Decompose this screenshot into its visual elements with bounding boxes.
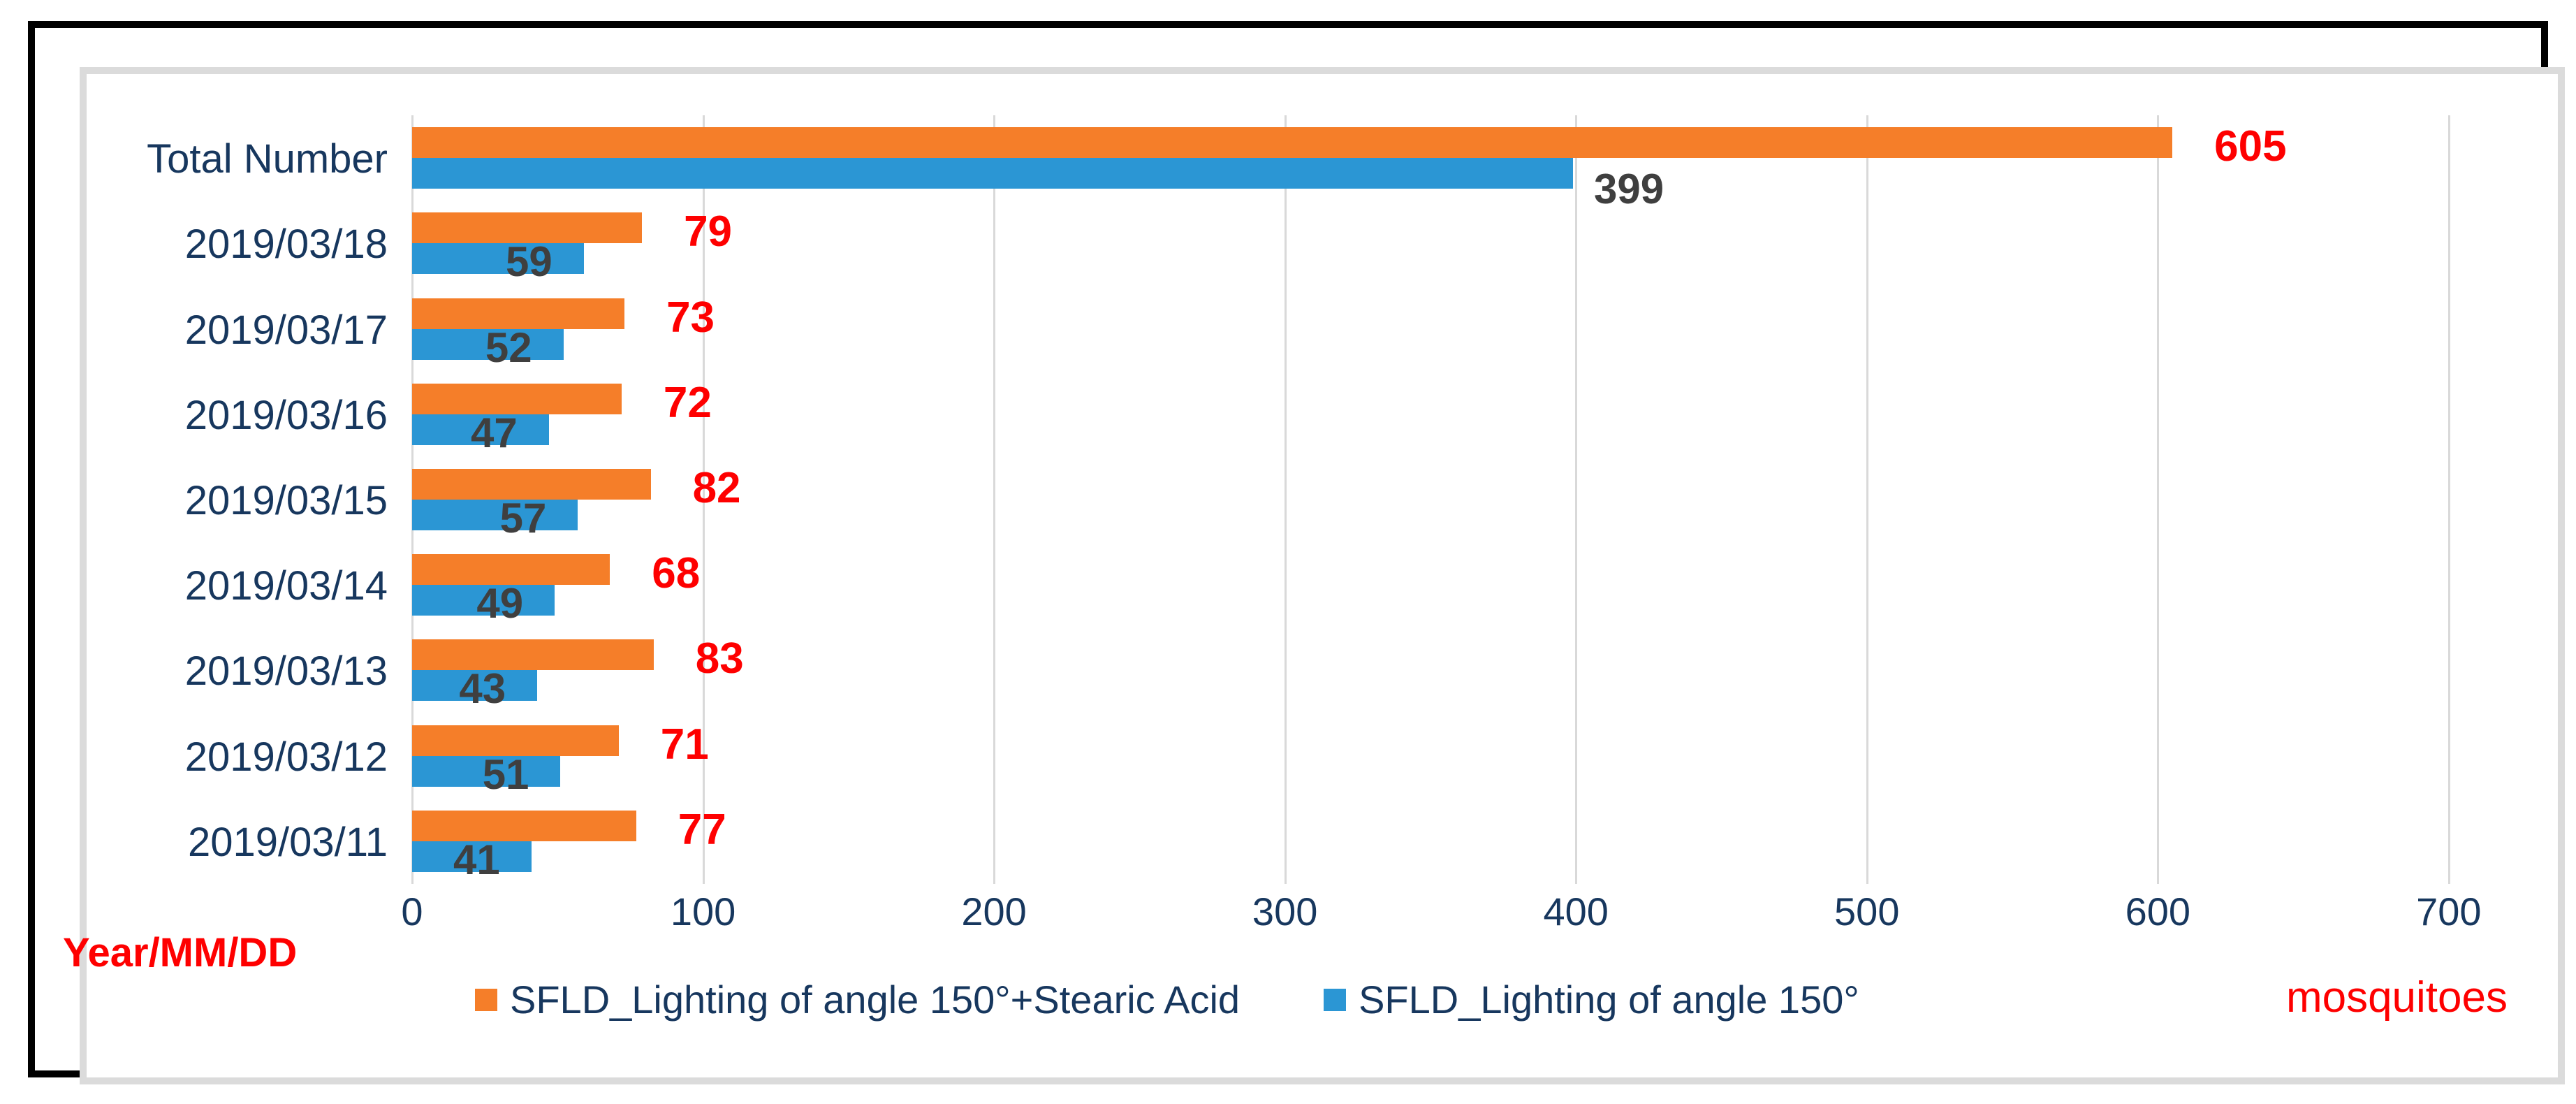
gridline <box>702 115 705 884</box>
category-label: 2019/03/18 <box>184 221 388 268</box>
gridline <box>2157 115 2160 884</box>
gridline <box>1866 115 1868 884</box>
value-label-series1: 605 <box>2214 122 2287 171</box>
value-label-series2: 41 <box>453 836 500 883</box>
category-label: 2019/03/13 <box>184 648 388 695</box>
legend-label: SFLD_Lighting of angle 150° <box>1359 978 1859 1022</box>
bar-series2 <box>412 414 549 445</box>
bar-series1 <box>412 383 622 414</box>
value-label-series2: 43 <box>459 665 506 713</box>
value-label-series1: 83 <box>695 634 744 683</box>
bar-series1 <box>412 725 619 756</box>
category-label: 2019/03/15 <box>184 478 388 523</box>
value-label-series2: 51 <box>482 750 529 798</box>
value-label-series2: 399 <box>1594 166 1664 213</box>
bar-series2 <box>412 243 584 275</box>
value-label-series2: 57 <box>499 495 547 542</box>
bar-series2 <box>412 670 538 702</box>
bar-series1 <box>412 639 654 671</box>
bar-series1 <box>412 469 651 500</box>
x-tick-label: 400 <box>1543 889 1609 934</box>
x-tick-label: 700 <box>2416 889 2482 934</box>
category-label: 2019/03/12 <box>184 734 388 780</box>
value-label-series1: 77 <box>678 805 726 854</box>
value-label-series2: 49 <box>476 580 524 627</box>
legend-label: SFLD_Lighting of angle 150°+Stearic Acid <box>510 978 1241 1022</box>
legend: SFLD_Lighting of angle 150°+Stearic Acid… <box>475 977 1859 1022</box>
bar-series1 <box>412 212 643 244</box>
value-label-series1: 73 <box>666 293 715 342</box>
value-label-series2: 47 <box>471 409 518 456</box>
bar-series1 <box>412 810 636 841</box>
bar-series2 <box>412 500 578 530</box>
x-tick-label: 100 <box>670 889 736 934</box>
gridline <box>1284 115 1287 884</box>
bar-series2 <box>412 755 561 787</box>
gridline <box>2447 115 2450 884</box>
value-label-series1: 82 <box>692 464 741 512</box>
gridline <box>1575 115 1578 884</box>
category-label: Total Number <box>147 136 388 182</box>
bar-series2 <box>412 328 564 360</box>
legend-swatch-icon <box>1324 988 1347 1011</box>
value-label-series1: 68 <box>652 549 701 598</box>
x-tick-label: 500 <box>1834 889 1900 934</box>
x-tick-label: 200 <box>961 889 1027 934</box>
legend-swatch-icon <box>475 988 497 1011</box>
value-label-series1: 79 <box>684 208 733 256</box>
category-label: 2019/03/16 <box>184 392 388 438</box>
bar-series2 <box>412 158 1574 189</box>
value-label-series1: 71 <box>660 720 709 769</box>
bar-series1 <box>412 298 625 329</box>
x-tick-label: 300 <box>1252 889 1318 934</box>
legend-item: SFLD_Lighting of angle 150°+Stearic Acid <box>475 977 1240 1022</box>
x-axis-caption-left: Year/MM/DD <box>63 930 298 975</box>
category-label: 2019/03/17 <box>184 307 388 353</box>
gridline <box>993 115 996 884</box>
x-tick-label: 600 <box>2125 889 2191 934</box>
bar-series2 <box>412 585 555 616</box>
legend-item: SFLD_Lighting of angle 150° <box>1324 977 1859 1022</box>
x-axis-caption-right: mosquitoes <box>2285 973 2508 1022</box>
x-tick-label: 0 <box>401 889 423 934</box>
bar-series1 <box>412 554 610 586</box>
category-label: 2019/03/14 <box>184 563 388 609</box>
value-label-series2: 59 <box>506 238 552 286</box>
category-label: 2019/03/11 <box>188 819 388 865</box>
value-label-series2: 52 <box>485 324 532 371</box>
value-label-series1: 72 <box>663 378 712 427</box>
bar-series2 <box>412 841 532 872</box>
bar-series1 <box>412 127 2173 159</box>
